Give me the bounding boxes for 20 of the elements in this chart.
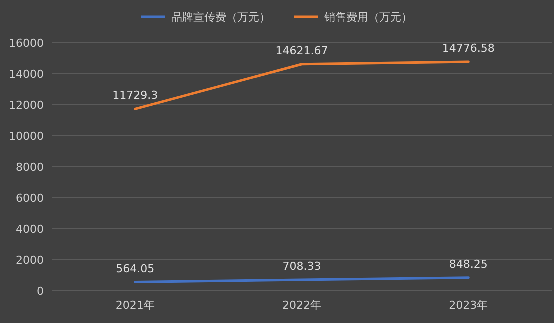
data-label: 14776.58 (442, 42, 495, 55)
y-tick-label: 2000 (16, 254, 44, 267)
y-tick-label: 8000 (16, 161, 44, 174)
y-tick-label: 6000 (16, 192, 44, 205)
y-tick-label: 10000 (9, 130, 44, 143)
y-tick-label: 12000 (9, 99, 44, 112)
data-label: 564.05 (116, 262, 155, 276)
data-label: 848.25 (449, 258, 488, 271)
x-tick-label: 2022年 (282, 299, 322, 312)
x-tick-label: 2021年 (116, 299, 155, 312)
y-tick-label: 14000 (9, 68, 44, 81)
legend-label: 销售费用（万元） (324, 11, 412, 24)
legend-label: 品牌宣传费（万元） (172, 11, 270, 24)
data-label: 708.33 (282, 260, 322, 274)
y-tick-label: 16000 (9, 37, 44, 50)
data-label: 11729.3 (112, 89, 158, 102)
x-tick-label: 2023年 (449, 299, 488, 312)
y-tick-label: 4000 (16, 223, 44, 236)
y-tick-label: 0 (37, 285, 44, 298)
data-label: 14621.67 (276, 44, 328, 58)
